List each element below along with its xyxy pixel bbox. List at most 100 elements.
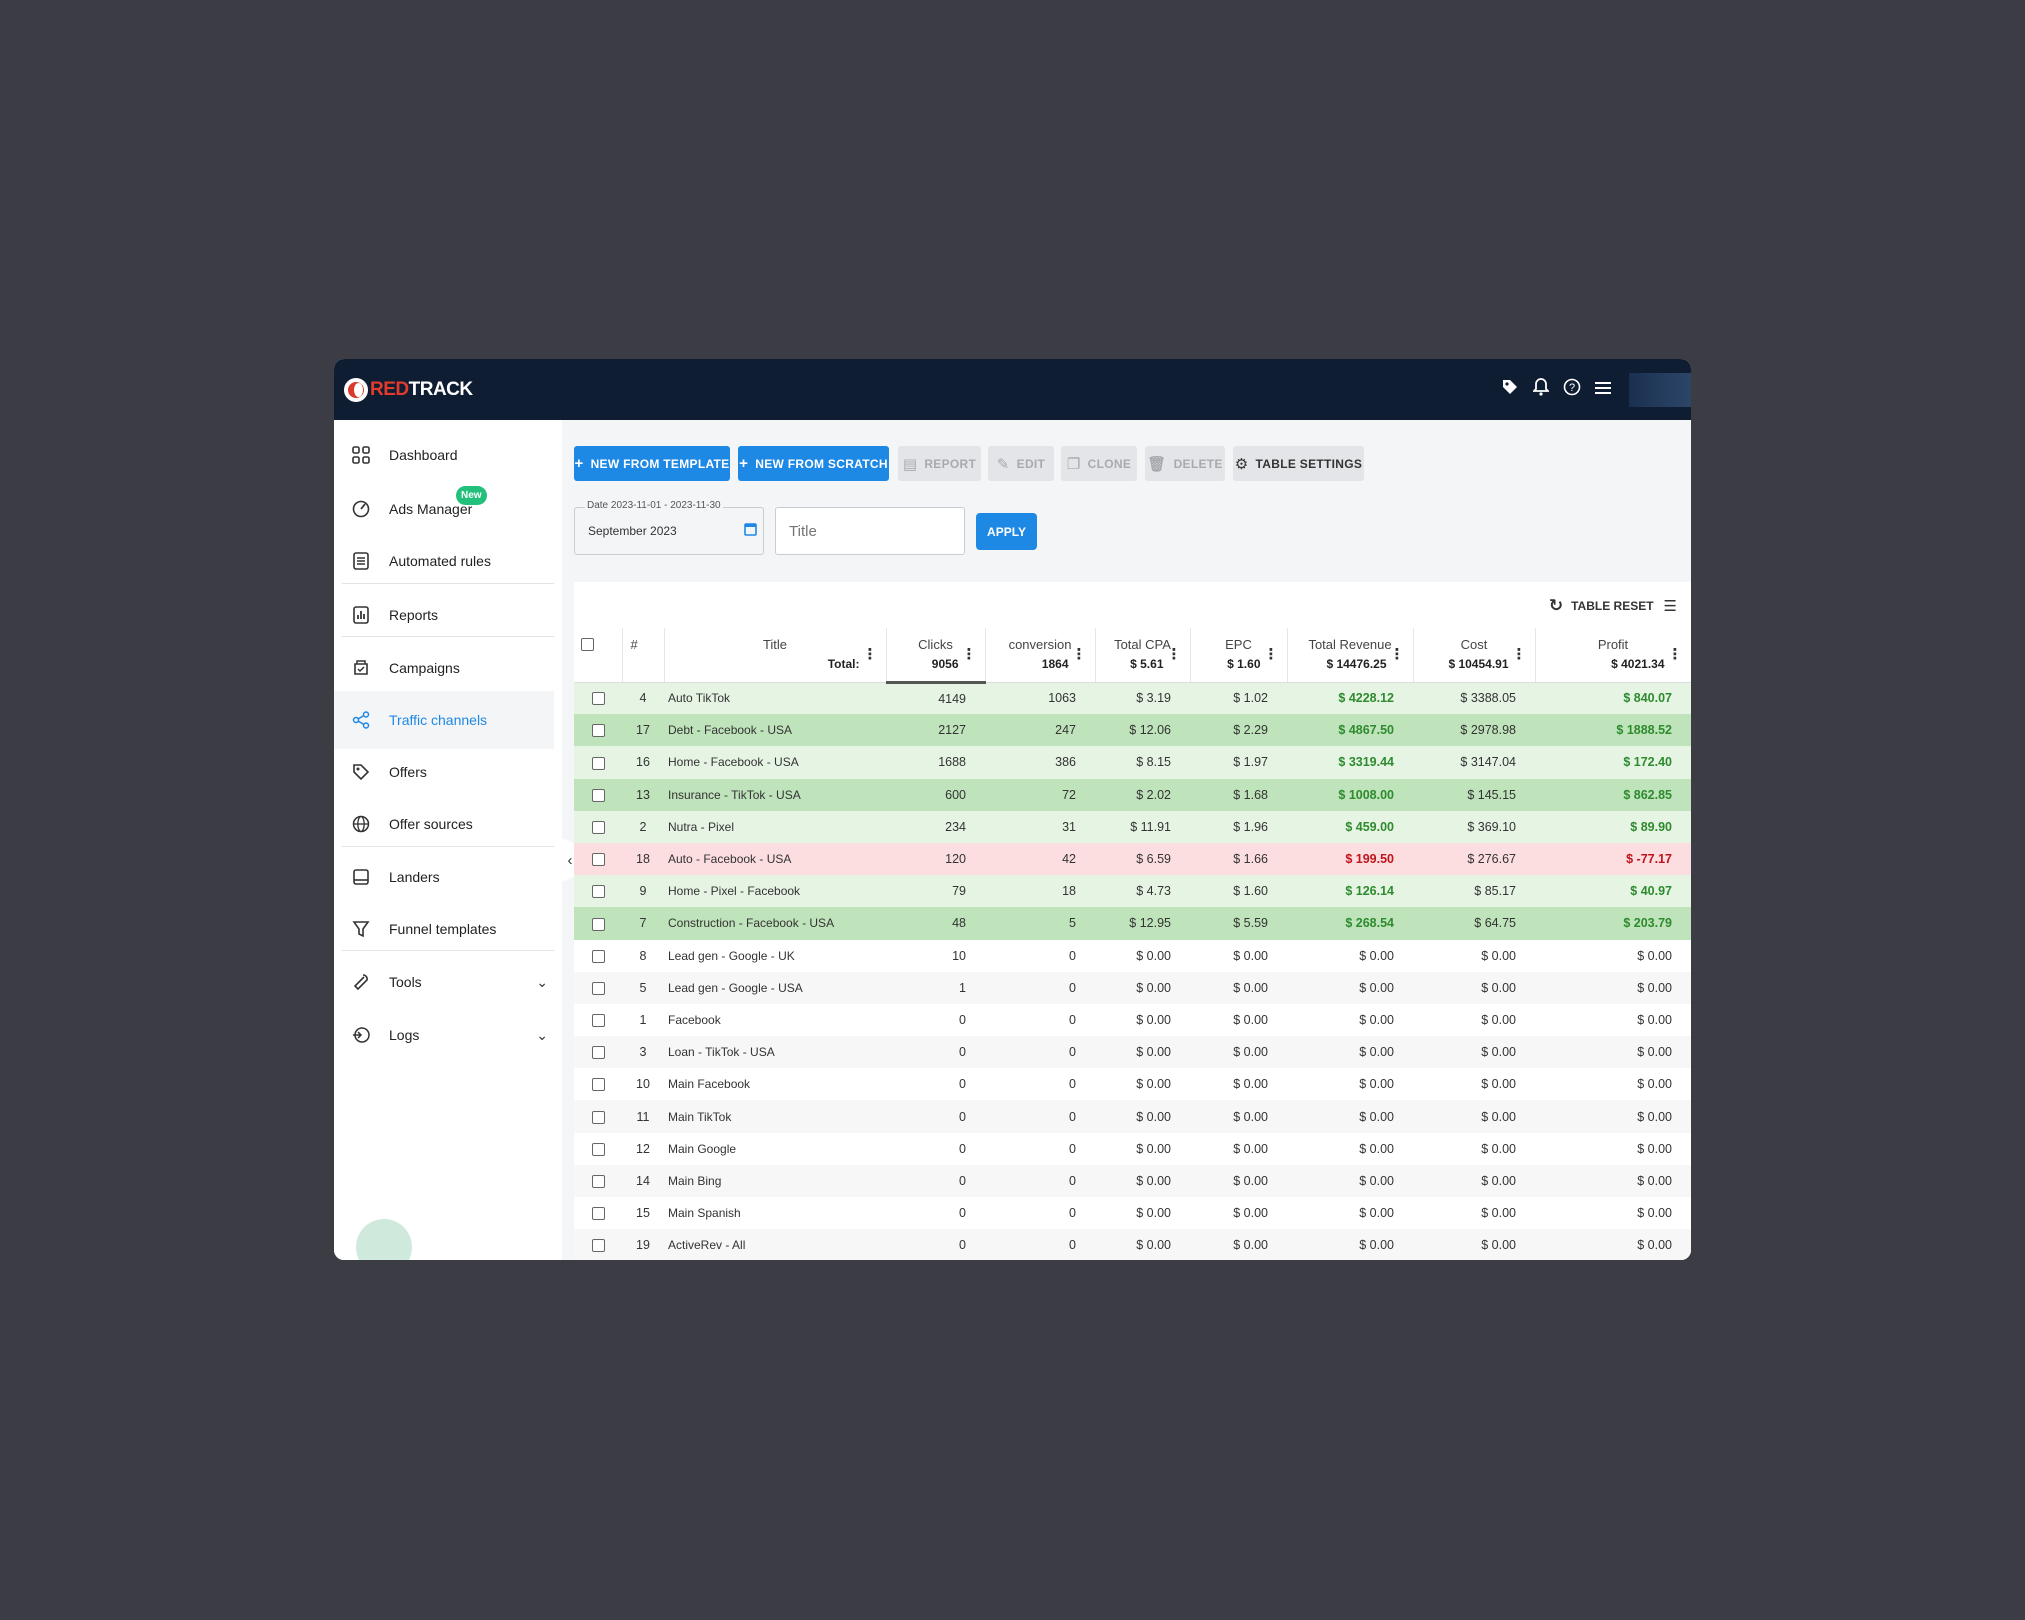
row-title-cell[interactable]: Auto TikTok [664, 682, 886, 715]
columns-menu-icon[interactable]: ☰ [1663, 598, 1677, 615]
table-row[interactable]: 9 Home - Pixel - Facebook 79 18 $ 4.73 $ 1.60… [574, 875, 1691, 908]
row-title-cell[interactable]: Nutra - Pixel [664, 810, 886, 843]
clone-button[interactable]: ❐ CLONE [1061, 446, 1137, 481]
row-checkbox[interactable] [591, 756, 605, 770]
table-row[interactable]: 7 Construction - Facebook - USA 48 5 $ 12.95… [574, 907, 1691, 940]
column-menu-icon[interactable]: ⋮ [1263, 646, 1279, 663]
table-row[interactable]: 18 Auto - Facebook - USA 120 42 $ 6.59 $ 1.66… [574, 842, 1691, 876]
row-checkbox[interactable] [591, 1207, 605, 1221]
table-row[interactable]: 4 Auto TikTok 4149 1063 $ 3.19 $ 1.02 $ 4228.1… [574, 682, 1691, 715]
column-header-conversion[interactable]: conversion 1864 ⋮ [985, 628, 1096, 683]
chevron-down-icon[interactable]: ⌄ [536, 1026, 548, 1043]
calendar-icon[interactable] [744, 522, 757, 540]
table-row[interactable]: 12 Main Google 0 0 $ 0.00 $ 0.00 $ 0.00 $ 0.00 $… [574, 1132, 1691, 1165]
row-checkbox[interactable] [591, 853, 605, 867]
row-checkbox[interactable] [591, 692, 605, 706]
table-reset-button[interactable]: ↻ TABLE RESET ☰ [1549, 596, 1677, 616]
row-checkbox[interactable] [591, 820, 605, 834]
column-menu-icon[interactable]: ⋮ [1667, 646, 1683, 663]
table-row[interactable]: 13 Insurance - TikTok - USA 600 72 $ 2.02 $ 1… [574, 778, 1691, 811]
sidebar-item-offer-sources[interactable]: Offer sources [334, 795, 562, 853]
row-title-cell[interactable]: Main TikTok [664, 1100, 886, 1133]
help-icon[interactable]: ? [1563, 378, 1581, 402]
row-title-cell[interactable]: Home - Facebook - USA [664, 746, 886, 779]
column-header-title[interactable]: Title Total: ⋮ [664, 628, 887, 683]
row-title-cell[interactable]: Main Bing [664, 1164, 886, 1197]
row-title-cell[interactable]: Loan - TikTok - USA [664, 1036, 886, 1069]
row-checkbox[interactable] [591, 1239, 605, 1253]
sidebar-item-tools[interactable]: Tools ⌄ [334, 953, 562, 1011]
column-header-epc[interactable]: EPC $ 1.60 ⋮ [1190, 628, 1288, 683]
row-checkbox[interactable] [591, 1014, 605, 1028]
user-avatar-blurred[interactable] [1629, 372, 1691, 407]
title-search-input[interactable] [775, 507, 965, 555]
row-title-cell[interactable]: ActiveRev - All [664, 1229, 886, 1260]
table-row[interactable]: 19 ActiveRev - All 0 0 $ 0.00 $ 0.00 $ 0.00 $ 0… [574, 1229, 1691, 1260]
row-title-cell[interactable]: Main Google [664, 1132, 886, 1165]
column-header-total-cpa[interactable]: Total CPA $ 5.61 ⋮ [1095, 628, 1191, 683]
row-title-cell[interactable]: Home - Pixel - Facebook [664, 875, 886, 908]
row-checkbox[interactable] [591, 917, 605, 931]
row-title-cell[interactable]: Main Facebook [664, 1068, 886, 1101]
chat-widget[interactable] [356, 1219, 412, 1260]
row-title-cell[interactable]: Lead gen - Google - UK [664, 939, 886, 972]
bell-icon[interactable] [1531, 377, 1551, 402]
delete-button[interactable]: 🗑 DELETE [1145, 446, 1225, 481]
column-header-profit[interactable]: Profit $ 4021.34 ⋮ [1535, 628, 1691, 683]
column-menu-icon[interactable]: ⋮ [1389, 646, 1405, 663]
table-row[interactable]: 17 Debt - Facebook - USA 2127 247 $ 12.06 $ 2… [574, 714, 1691, 747]
new-from-template-button[interactable]: + NEW FROM TEMPLATE [574, 446, 730, 481]
sidebar-item-reports[interactable]: Reports [334, 586, 562, 644]
table-row[interactable]: 2 Nutra - Pixel 234 31 $ 11.91 $ 1.96 $ 459.00… [574, 810, 1691, 843]
table-settings-button[interactable]: ⚙ TABLE SETTINGS [1233, 446, 1364, 481]
table-row[interactable]: 3 Loan - TikTok - USA 0 0 $ 0.00 $ 0.00 $ 0.00… [574, 1036, 1691, 1069]
apply-button[interactable]: APPLY [976, 513, 1037, 550]
select-all-checkbox[interactable] [581, 638, 594, 651]
edit-button[interactable]: ✎ EDIT [988, 446, 1054, 481]
row-checkbox[interactable] [591, 788, 605, 802]
tag-icon[interactable] [1501, 378, 1519, 402]
row-checkbox[interactable] [591, 1142, 605, 1156]
sidebar-item-automated-rules[interactable]: Automated rules [334, 532, 562, 590]
row-checkbox[interactable] [591, 1046, 605, 1060]
table-row[interactable]: 1 Facebook 0 0 $ 0.00 $ 0.00 $ 0.00 $ 0.00 $ 0.0… [574, 1003, 1691, 1037]
table-row[interactable]: 11 Main TikTok 0 0 $ 0.00 $ 0.00 $ 0.00 $ 0.00 $… [574, 1100, 1691, 1133]
table-row[interactable]: 15 Main Spanish 0 0 $ 0.00 $ 0.00 $ 0.00 $ 0.00… [574, 1197, 1691, 1230]
table-row[interactable]: 10 Main Facebook 0 0 $ 0.00 $ 0.00 $ 0.00 $ 0.0… [574, 1068, 1691, 1101]
column-header-num[interactable]: # [622, 628, 665, 683]
sidebar-item-logs[interactable]: Logs ⌄ [334, 1006, 562, 1064]
column-menu-icon[interactable]: ⋮ [961, 646, 977, 663]
redtrack-logo[interactable]: RED TRACK [344, 377, 473, 402]
column-menu-icon[interactable]: ⋮ [1511, 646, 1527, 663]
table-row[interactable]: 8 Lead gen - Google - UK 10 0 $ 0.00 $ 0.00 $ … [574, 939, 1691, 972]
row-checkbox[interactable] [591, 1110, 605, 1124]
row-checkbox[interactable] [591, 981, 605, 995]
column-menu-icon[interactable]: ⋮ [862, 646, 878, 663]
chevron-down-icon[interactable]: ⌄ [536, 973, 548, 990]
sidebar-item-ads-manager[interactable]: Ads Manager New [334, 480, 562, 538]
column-menu-icon[interactable]: ⋮ [1071, 646, 1087, 663]
row-title-cell[interactable]: Facebook [664, 1003, 886, 1037]
date-range-field[interactable]: Date 2023-11-01 - 2023-11-30 September 2… [574, 500, 764, 555]
menu-icon[interactable] [1594, 379, 1612, 401]
row-title-cell[interactable]: Construction - Facebook - USA [664, 907, 886, 940]
table-row[interactable]: 14 Main Bing 0 0 $ 0.00 $ 0.00 $ 0.00 $ 0.00 $ 0… [574, 1164, 1691, 1197]
row-checkbox[interactable] [591, 1078, 605, 1092]
row-title-cell[interactable]: Main Spanish [664, 1197, 886, 1230]
row-checkbox[interactable] [591, 949, 605, 963]
column-menu-icon[interactable]: ⋮ [1166, 646, 1182, 663]
sidebar-item-funnel-templates[interactable]: Funnel templates [334, 900, 562, 958]
row-checkbox[interactable] [591, 724, 605, 738]
table-row[interactable]: 5 Lead gen - Google - USA 1 0 $ 0.00 $ 0.00 $ … [574, 971, 1691, 1004]
sidebar-item-traffic-channels[interactable]: Traffic channels [334, 691, 554, 749]
row-checkbox[interactable] [591, 885, 605, 899]
report-button[interactable]: ▤ REPORT [898, 446, 981, 481]
row-title-cell[interactable]: Debt - Facebook - USA [664, 714, 886, 747]
row-title-cell[interactable]: Insurance - TikTok - USA [664, 778, 886, 811]
row-title-cell[interactable]: Lead gen - Google - USA [664, 971, 886, 1004]
row-checkbox[interactable] [591, 1175, 605, 1188]
column-header-cost[interactable]: Cost $ 10454.91 ⋮ [1413, 628, 1536, 683]
sidebar-item-dashboard[interactable]: Dashboard [334, 426, 562, 484]
row-title-cell[interactable]: Auto - Facebook - USA [664, 842, 886, 876]
column-header-clicks[interactable]: Clicks 9056 ⋮ [886, 628, 986, 684]
